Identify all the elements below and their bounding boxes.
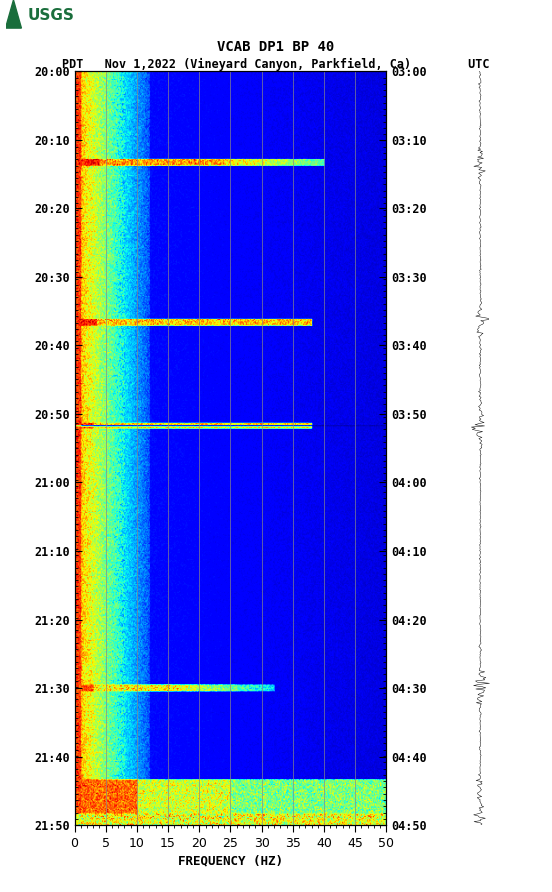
X-axis label: FREQUENCY (HZ): FREQUENCY (HZ): [178, 854, 283, 867]
Polygon shape: [6, 0, 22, 29]
Text: PDT   Nov 1,2022 (Vineyard Canyon, Parkfield, Ca)        UTC: PDT Nov 1,2022 (Vineyard Canyon, Parkfie…: [62, 58, 490, 71]
Text: USGS: USGS: [28, 8, 75, 23]
Text: VCAB DP1 BP 40: VCAB DP1 BP 40: [217, 40, 335, 54]
